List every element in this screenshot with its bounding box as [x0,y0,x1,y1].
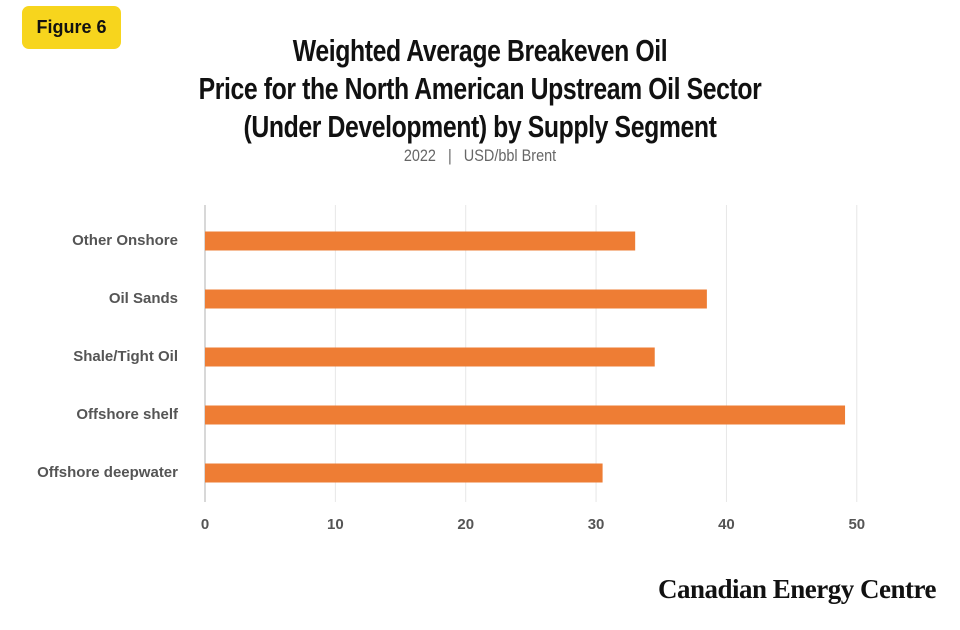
x-tick-label: 50 [848,516,865,533]
y-tick-label: Other Onshore [72,232,178,249]
chart-subtitle: 2022 | USD/bbl Brent [403,146,557,165]
chart-title: Weighted Average Breakeven Oil Price for… [198,33,762,144]
bar [205,463,603,483]
bar [205,347,655,367]
x-tick-label: 40 [718,516,735,533]
x-tick-label: 30 [588,516,605,533]
x-tick-label: 10 [327,516,344,533]
source-logo: Canadian Energy Centre [657,574,937,604]
figure-label: Figure 6 [22,6,121,49]
bar [205,231,636,251]
x-tick-label: 0 [201,516,209,533]
y-tick-label: Offshore deepwater [37,464,178,481]
y-tick-label: Shale/Tight Oil [73,348,178,365]
bar [205,405,846,425]
bar [205,289,707,309]
x-tick-label: 20 [457,516,474,533]
y-tick-label: Offshore shelf [76,406,179,423]
y-tick-label: Oil Sands [109,290,178,307]
